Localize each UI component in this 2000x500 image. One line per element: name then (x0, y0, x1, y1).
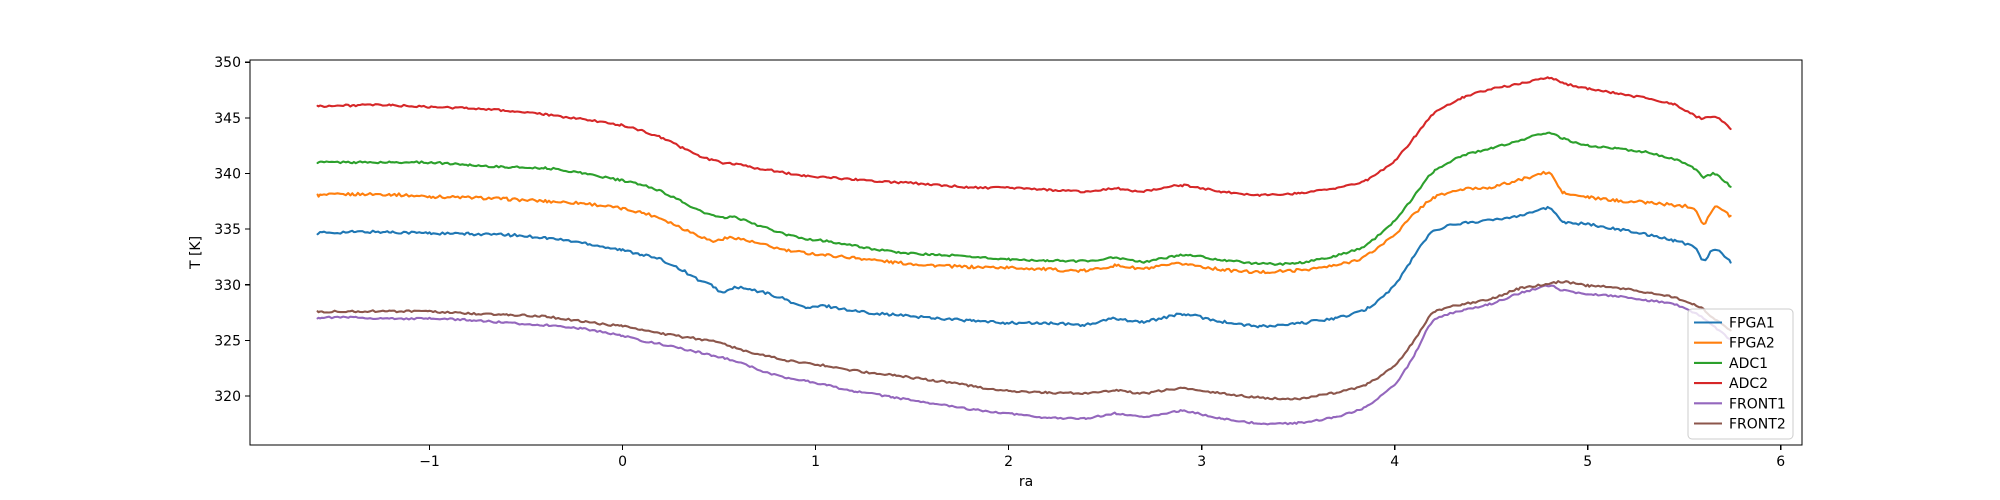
y-tick-label: 340 (214, 166, 241, 182)
y-tick-label: 345 (214, 111, 241, 127)
legend-label: ADC1 (1729, 356, 1768, 372)
legend-label: FPGA1 (1729, 316, 1775, 332)
y-tick-label: 335 (214, 222, 241, 238)
legend-label: FRONT1 (1729, 396, 1786, 412)
legend-label: FPGA2 (1729, 336, 1775, 352)
legend-box (1687, 308, 1794, 440)
x-tick-label: 6 (1776, 454, 1785, 470)
series-ADC2-line (316, 76, 1732, 197)
y-tick-label: 320 (214, 389, 241, 405)
x-tick-label: 5 (1583, 454, 1592, 470)
series-ADC1-line (316, 131, 1732, 266)
plot-area: −1 0 1 2 3 4 5 6320325330335340345350FPGA1FPGA2… (214, 55, 1803, 470)
x-tick-label: 3 (1197, 454, 1206, 470)
x-tick-label: −1 (419, 454, 440, 470)
series-FRONT1-line (316, 284, 1732, 426)
y-axis-label: T [K] (188, 236, 204, 270)
legend-entry-FPGA1: FPGA1 (1694, 316, 1775, 332)
series-FRONT2-line (316, 280, 1732, 401)
x-axis: −1 0 1 2 3 4 5 6 (419, 445, 1785, 470)
x-axis-label: ra (1019, 474, 1033, 490)
plot-border (249, 59, 1803, 446)
legend-entry-FRONT2: FRONT2 (1694, 417, 1786, 433)
legend: FPGA1 FPGA2 ADC1 ADC2 FRONT1 FRONT2 (1687, 308, 1794, 440)
legend-entry-FRONT1: FRONT1 (1694, 396, 1786, 412)
y-axis: 320 325 330 335 340 345 350 (214, 55, 250, 405)
x-tick-label: 2 (1004, 454, 1013, 470)
x-tick-label: 0 (618, 454, 627, 470)
legend-label: FRONT2 (1729, 417, 1786, 433)
x-tick-label: 1 (811, 454, 820, 470)
y-tick-label: 350 (214, 55, 241, 71)
y-tick-label: 330 (214, 278, 241, 294)
legend-entry-FPGA2: FPGA2 (1694, 336, 1775, 352)
series-FPGA2-line (316, 170, 1732, 275)
legend-label: ADC2 (1729, 376, 1768, 392)
y-tick-label: 325 (214, 333, 241, 349)
series-FPGA1-line (316, 205, 1732, 329)
legend-entry-ADC1: ADC1 (1694, 356, 1768, 372)
legend-entry-ADC2: ADC2 (1694, 376, 1768, 392)
x-tick-label: 4 (1390, 454, 1399, 470)
